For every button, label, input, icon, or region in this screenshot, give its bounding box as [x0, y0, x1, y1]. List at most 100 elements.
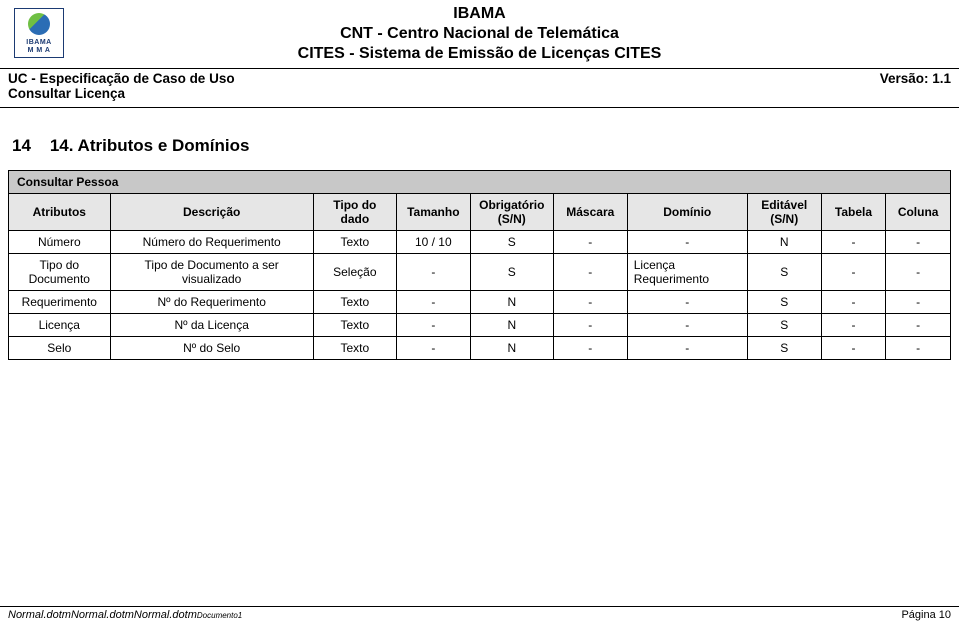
cell-edit: N	[747, 231, 821, 254]
cell-obr: N	[470, 291, 553, 314]
cell-tab: -	[821, 231, 886, 254]
table-header-row: Atributos Descrição Tipo do dado Tamanho…	[9, 194, 951, 231]
title-dept: CNT - Centro Nacional de Telemática	[0, 24, 959, 44]
footer-left-main: Normal.dotmNormal.dotmNormal.dotm	[8, 609, 197, 621]
col-obr-l2: (S/N)	[498, 212, 526, 226]
version-label: Versão: 1.1	[880, 71, 951, 86]
cell-obr: N	[470, 337, 553, 360]
cell-attr: Tipo do Documento	[9, 254, 111, 291]
logo-text-top: IBAMA	[15, 39, 63, 47]
footer-left: Normal.dotmNormal.dotmNormal.dotmDocumen…	[8, 609, 242, 621]
cell-dom: -	[627, 231, 747, 254]
cell-dom: -	[627, 291, 747, 314]
col-tipo: Tipo do dado	[313, 194, 396, 231]
cell-edit: S	[747, 254, 821, 291]
cell-masc: -	[553, 254, 627, 291]
cell-col: -	[886, 291, 951, 314]
cell-obr: S	[470, 254, 553, 291]
cell-desc: Nº do Selo	[110, 337, 313, 360]
logo-globe-wrap	[15, 9, 63, 39]
cell-col: -	[886, 254, 951, 291]
col-dominio: Domínio	[627, 194, 747, 231]
col-tamanho: Tamanho	[396, 194, 470, 231]
cell-desc: Nº da Licença	[110, 314, 313, 337]
page: IBAMA M M A IBAMA CNT - Centro Nacional …	[0, 0, 959, 627]
logo-text-bottom: M M A	[15, 47, 63, 55]
table-row: Selo Nº do Selo Texto - N - - S - -	[9, 337, 951, 360]
cell-tab: -	[821, 314, 886, 337]
cell-tipo: Texto	[313, 231, 396, 254]
cell-desc: Tipo de Documento a ser visualizado	[110, 254, 313, 291]
cell-tipo: Texto	[313, 337, 396, 360]
footer-right: Página 10	[901, 609, 951, 621]
title-org: IBAMA	[0, 4, 959, 24]
cell-edit: S	[747, 314, 821, 337]
cell-dom: -	[627, 337, 747, 360]
cell-tipo: Texto	[313, 314, 396, 337]
col-coluna: Coluna	[886, 194, 951, 231]
cell-tab: -	[821, 254, 886, 291]
cell-attr-l1: Tipo do	[39, 258, 79, 272]
ibama-logo: IBAMA M M A	[14, 8, 64, 58]
table-row: Tipo do Documento Tipo de Documento a se…	[9, 254, 951, 291]
divider-bottom	[0, 107, 959, 108]
col-obr-l1: Obrigatório	[479, 198, 544, 212]
cell-tipo: Seleção	[313, 254, 396, 291]
cell-tab: -	[821, 291, 886, 314]
col-tabela: Tabela	[821, 194, 886, 231]
cell-attr: Requerimento	[9, 291, 111, 314]
cell-edit: S	[747, 337, 821, 360]
col-atributos: Atributos	[9, 194, 111, 231]
col-edit-l2: (S/N)	[770, 212, 798, 226]
uc-subtitle: Consultar Licença	[0, 86, 959, 105]
col-descricao: Descrição	[110, 194, 313, 231]
cell-tam: 10 / 10	[396, 231, 470, 254]
cell-col: -	[886, 231, 951, 254]
section-heading: 14 14. Atributos e Domínios	[0, 108, 959, 170]
title-block: IBAMA CNT - Centro Nacional de Telemátic…	[0, 4, 959, 64]
title-system: CITES - Sistema de Emissão de Licenças C…	[0, 44, 959, 64]
footer-left-tiny: Documento1	[197, 611, 242, 620]
page-header: IBAMA M M A IBAMA CNT - Centro Nacional …	[0, 0, 959, 108]
uc-row: UC - Especificação de Caso de Uso Versão…	[0, 69, 959, 86]
cell-obr: N	[470, 314, 553, 337]
cell-tam: -	[396, 337, 470, 360]
cell-desc: Número do Requerimento	[110, 231, 313, 254]
cell-dom: Licença Requerimento	[627, 254, 747, 291]
cell-col: -	[886, 314, 951, 337]
col-obrigatorio: Obrigatório (S/N)	[470, 194, 553, 231]
cell-obr: S	[470, 231, 553, 254]
table-caption-row: Consultar Pessoa	[9, 171, 951, 194]
cell-dom-l1: Licença	[634, 258, 675, 272]
cell-attr: Número	[9, 231, 111, 254]
cell-tam: -	[396, 291, 470, 314]
cell-masc: -	[553, 291, 627, 314]
cell-tam: -	[396, 314, 470, 337]
cell-tab: -	[821, 337, 886, 360]
cell-masc: -	[553, 314, 627, 337]
cell-dom-l2: Requerimento	[634, 272, 709, 286]
attributes-table: Consultar Pessoa Atributos Descrição Tip…	[8, 170, 951, 360]
cell-desc-l2: visualizado	[182, 272, 241, 286]
col-mascara: Máscara	[553, 194, 627, 231]
cell-tipo: Texto	[313, 291, 396, 314]
cell-desc-l1: Tipo de Documento a ser	[145, 258, 279, 272]
uc-title: UC - Especificação de Caso de Uso	[8, 71, 235, 86]
col-edit-l1: Editável	[761, 198, 807, 212]
cell-attr-l2: Documento	[29, 272, 90, 286]
table-caption: Consultar Pessoa	[9, 171, 951, 194]
table-row: Licença Nº da Licença Texto - N - - S - …	[9, 314, 951, 337]
cell-edit: S	[747, 291, 821, 314]
cell-dom: -	[627, 314, 747, 337]
globe-icon	[28, 13, 50, 35]
cell-col: -	[886, 337, 951, 360]
cell-masc: -	[553, 231, 627, 254]
section-number: 14	[12, 136, 31, 155]
page-footer: Normal.dotmNormal.dotmNormal.dotmDocumen…	[0, 606, 959, 621]
table-row: Número Número do Requerimento Texto 10 /…	[9, 231, 951, 254]
cell-attr: Selo	[9, 337, 111, 360]
cell-masc: -	[553, 337, 627, 360]
cell-attr: Licença	[9, 314, 111, 337]
col-editavel: Editável (S/N)	[747, 194, 821, 231]
section-title: 14. Atributos e Domínios	[50, 136, 250, 155]
